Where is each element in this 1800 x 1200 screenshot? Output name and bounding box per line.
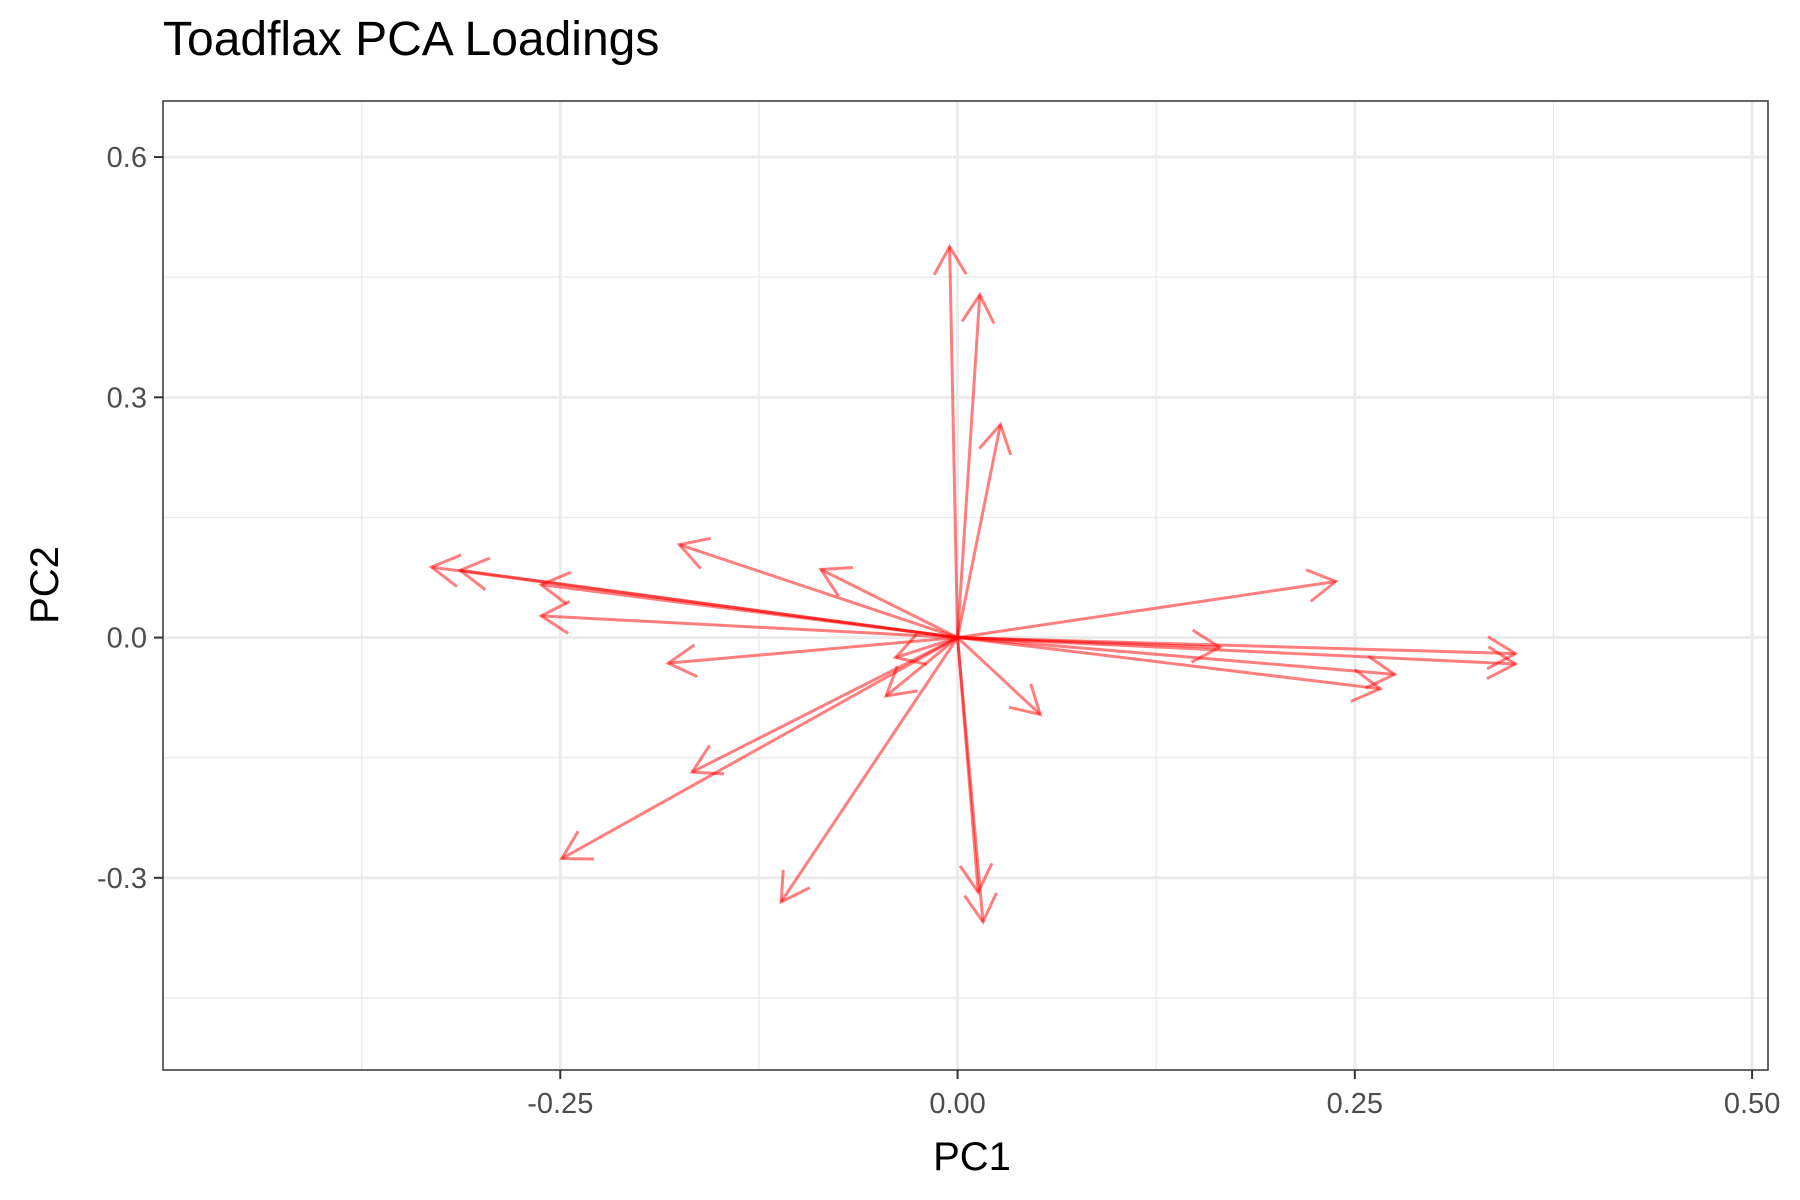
- loading-arrow-shaft: [957, 636, 1395, 676]
- loading-arrow-head: [958, 862, 994, 896]
- x-tick-label: 0.50: [1724, 1088, 1780, 1120]
- loading-arrow-shaft: [541, 583, 958, 640]
- loading-arrow-head: [559, 830, 594, 861]
- loading-arrow-head: [883, 665, 918, 698]
- y-tick-label: -0.3: [97, 863, 147, 895]
- loading-arrow-shaft: [779, 636, 959, 903]
- loading-arrow-head: [1350, 668, 1384, 703]
- loading-arrow-head: [538, 570, 572, 606]
- loading-arrow: [779, 636, 959, 905]
- x-tick-label: 0.00: [929, 1088, 985, 1120]
- plot-panel-background: [163, 101, 1768, 1070]
- grid-minor: [163, 101, 1768, 1070]
- loading-arrow: [956, 637, 998, 925]
- loading-arrow-shaft: [956, 636, 1042, 716]
- loading-arrow-head: [1008, 683, 1043, 717]
- loading-arrow-head: [665, 643, 698, 679]
- loading-arrow-shaft: [820, 568, 959, 639]
- loading-arrow-head: [963, 892, 998, 925]
- y-tick-label: 0.6: [107, 142, 147, 174]
- loading-arrow-head: [538, 600, 571, 635]
- loading-arrow: [956, 291, 996, 638]
- y-axis: -0.3 0.0 0.3 0.6: [97, 142, 163, 895]
- loading-arrow-shaft: [956, 424, 1002, 638]
- loading-arrow-head: [779, 869, 811, 905]
- x-tick-label: 0.25: [1327, 1088, 1383, 1120]
- y-tick-label: 0.3: [107, 382, 147, 414]
- loading-arrow: [676, 536, 959, 639]
- loading-arrow-head: [457, 556, 491, 592]
- loading-arrow-head: [818, 566, 853, 597]
- loading-arrow: [957, 636, 1519, 680]
- loading-arrow-shaft: [561, 636, 959, 860]
- loading-arrow-shaft: [678, 543, 959, 639]
- loading-arrow-shaft: [895, 636, 959, 660]
- x-tick-label: -0.25: [527, 1088, 593, 1120]
- x-axis: -0.25 0.00 0.25 0.50: [527, 1070, 1780, 1120]
- loading-arrow-shaft: [957, 636, 1516, 656]
- loading-arrow-shaft: [957, 636, 1381, 691]
- loading-arrow: [957, 568, 1339, 640]
- loading-arrow-head: [960, 291, 996, 325]
- loading-arrow-head: [1305, 568, 1339, 603]
- loading-arrow-shaft: [956, 294, 982, 638]
- loading-arrow-shaft: [691, 636, 959, 774]
- loading-arrow-head: [676, 536, 712, 570]
- loading-arrow-shaft: [957, 580, 1336, 640]
- loading-arrow: [932, 243, 968, 638]
- loading-arrow: [957, 636, 1384, 703]
- y-axis-title: PC2: [23, 546, 67, 624]
- loading-arrow-shaft: [541, 614, 958, 640]
- y-tick-label: 0.0: [107, 623, 147, 655]
- loading-arrow-head: [932, 243, 968, 276]
- loading-arrows: [428, 243, 1519, 925]
- loading-arrow: [559, 636, 959, 861]
- loading-arrow: [956, 421, 1013, 638]
- loading-arrow: [538, 600, 958, 640]
- chart-title: Toadflax PCA Loadings: [163, 13, 660, 66]
- loading-arrow-head: [978, 421, 1013, 456]
- loading-arrow: [883, 636, 959, 698]
- loading-arrow-head: [1486, 645, 1519, 680]
- loading-arrow-shaft: [956, 637, 985, 922]
- loading-arrow-head: [428, 553, 462, 588]
- loading-arrow: [538, 570, 958, 640]
- x-axis-title: PC1: [933, 1135, 1011, 1179]
- loading-arrow-shaft: [885, 636, 959, 698]
- loading-arrow: [818, 566, 959, 639]
- loading-arrow-shaft: [948, 246, 960, 638]
- plot-panel-border: [162, 100, 1769, 1071]
- loading-arrow: [956, 636, 1043, 717]
- loading-arrow-shaft: [957, 636, 1516, 666]
